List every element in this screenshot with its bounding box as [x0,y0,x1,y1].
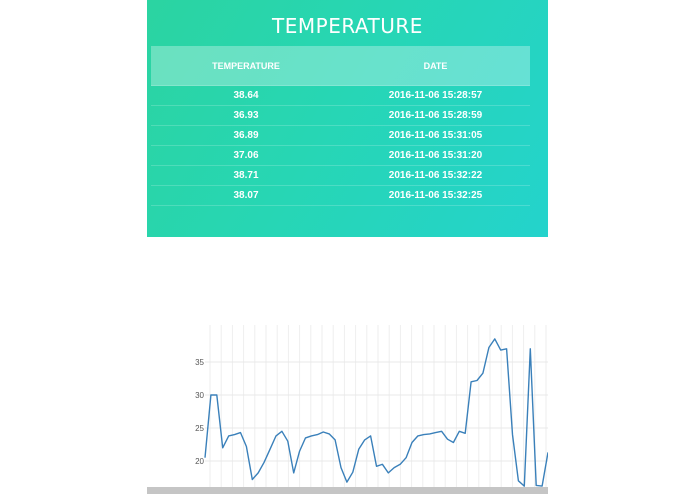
temperature-cell: 36.89 [151,125,341,146]
y-tick-label: 20 [195,457,204,466]
y-tick-label: 35 [195,358,204,367]
temperature-cell: 38.64 [151,85,341,106]
horizontal-gridlines [205,361,548,462]
y-tick-label: 25 [195,424,204,433]
table-row: 38.71 2016-11-06 15:32:22 [151,165,530,186]
column-header-temperature: TEMPERATURE [151,46,341,86]
table-row: 36.89 2016-11-06 15:31:05 [151,125,530,146]
date-cell: 2016-11-06 15:31:20 [341,145,530,166]
date-cell: 2016-11-06 15:32:25 [341,185,530,206]
table-row: 37.06 2016-11-06 15:31:20 [151,145,530,166]
temperature-cell: 36.93 [151,105,341,126]
temperature-series-line [204,338,549,487]
table-header-row: TEMPERATURE DATE [151,46,530,86]
table-row: 36.93 2016-11-06 15:28:59 [151,105,530,126]
date-cell: 2016-11-06 15:28:57 [341,85,530,106]
table-row: 38.07 2016-11-06 15:32:25 [151,185,530,206]
panel-title: TEMPERATURE [272,14,423,38]
table-row: 38.64 2016-11-06 15:28:57 [151,85,530,106]
vertical-gridlines [209,325,547,494]
column-header-date: DATE [341,46,530,86]
date-cell: 2016-11-06 15:32:22 [341,165,530,186]
temperature-chart: 20 25 30 35 [147,325,549,494]
temperature-cell: 38.71 [151,165,341,186]
temperature-panel: TEMPERATURE TEMPERATURE DATE 38.64 2016-… [147,0,548,237]
date-cell: 2016-11-06 15:31:05 [341,125,530,146]
date-cell: 2016-11-06 15:28:59 [341,105,530,126]
horizontal-scrollbar[interactable] [147,487,548,494]
y-tick-label: 30 [195,391,204,400]
temperature-table: TEMPERATURE DATE 38.64 2016-11-06 15:28:… [151,46,530,206]
temperature-cell: 38.07 [151,185,341,206]
chart-canvas: 20 25 30 35 [195,325,549,494]
temperature-cell: 37.06 [151,145,341,166]
y-axis-ticks: 20 25 30 35 [195,358,204,466]
